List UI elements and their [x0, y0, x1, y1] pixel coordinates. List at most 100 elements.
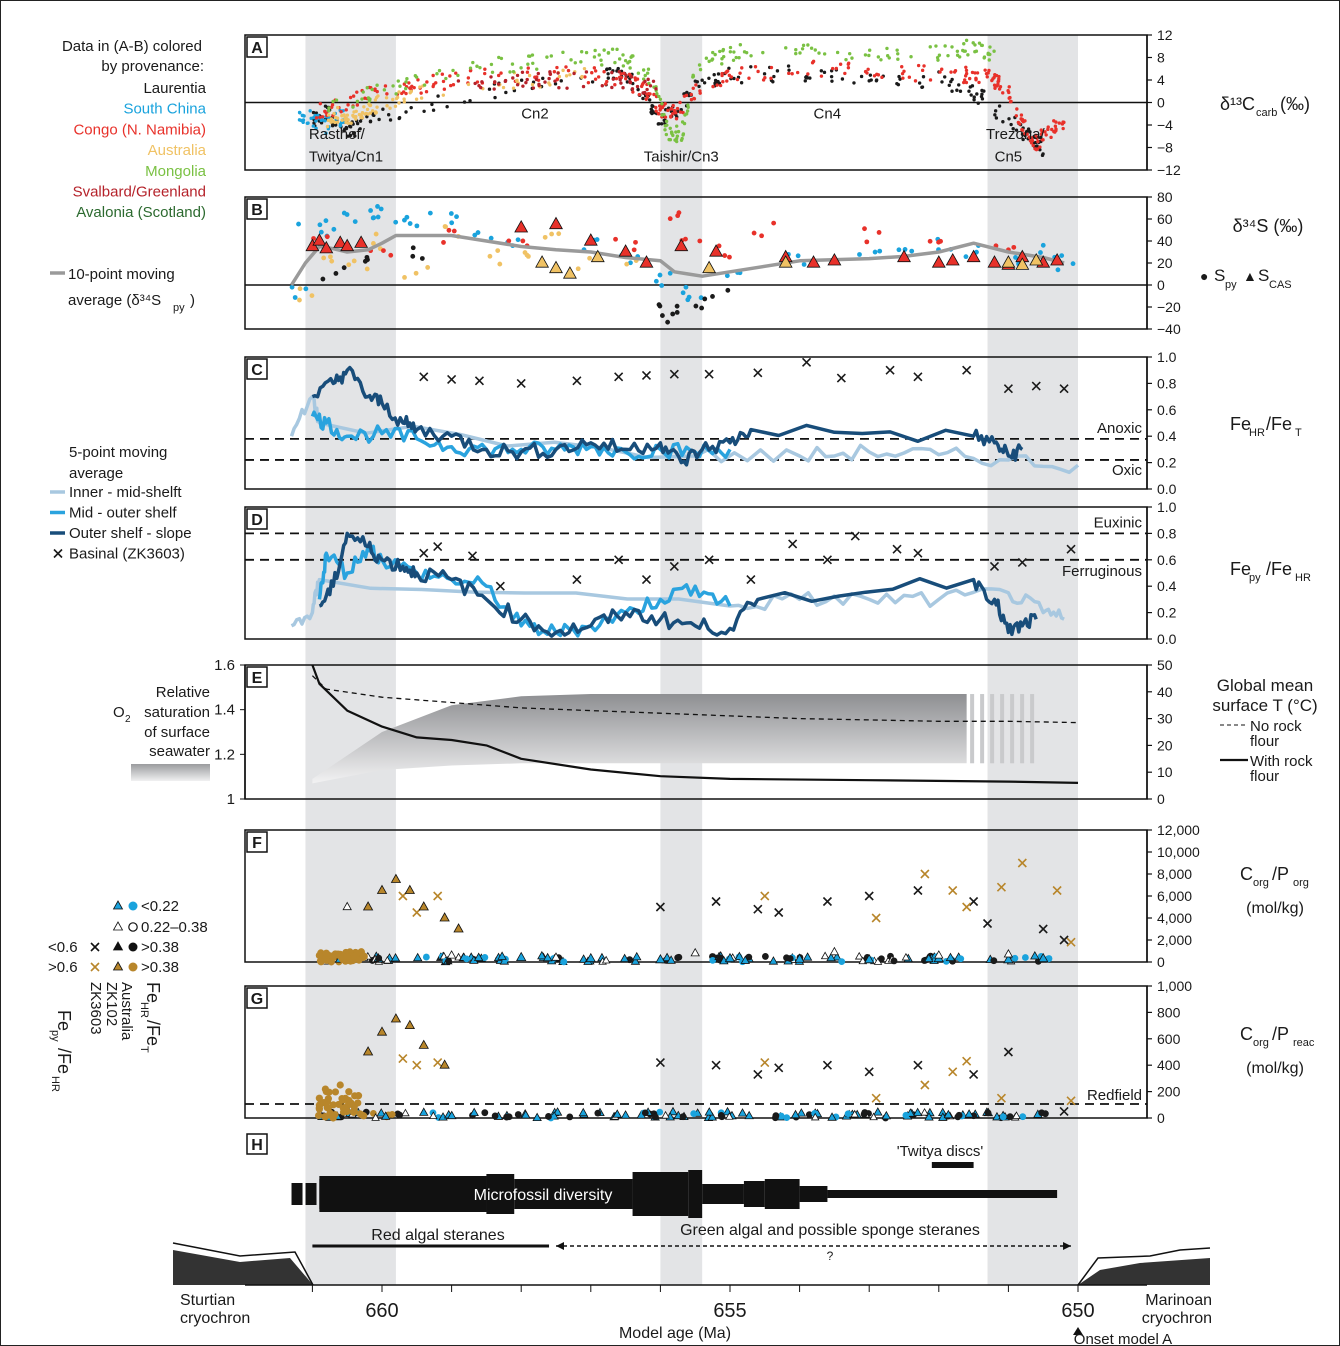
data-point	[564, 74, 569, 78]
group-open-triangle	[690, 947, 700, 957]
data-point	[636, 87, 640, 92]
group-cross	[871, 1093, 881, 1103]
scas-triangle	[931, 255, 946, 268]
cryochron-label: Marinoan	[1145, 1292, 1212, 1309]
provenance-item: South China	[123, 101, 206, 118]
data-point	[1026, 127, 1031, 131]
data-point	[629, 75, 634, 79]
panel-letter: G	[251, 991, 263, 1008]
tick-label: 0.2	[1157, 605, 1177, 621]
group-cross	[969, 1069, 979, 1080]
y-axis-label: δ¹³C	[1220, 94, 1255, 114]
data-point	[1040, 137, 1044, 142]
open-triangle	[1012, 1111, 1021, 1119]
data-point	[334, 98, 339, 102]
data-point	[685, 90, 689, 95]
spy-point	[449, 220, 455, 226]
o2-band-dash	[1030, 694, 1035, 764]
threshold-label: Anoxic	[1097, 420, 1143, 437]
spy-point	[657, 272, 663, 278]
data-point	[501, 85, 506, 90]
x-tick-label: 660	[365, 1300, 398, 1322]
data-point	[674, 117, 679, 121]
spy-point	[413, 270, 419, 276]
data-point	[725, 79, 729, 83]
spy-point	[333, 271, 339, 276]
data-point	[408, 86, 413, 90]
tick-label: 4	[1157, 72, 1165, 88]
data-point	[358, 127, 362, 131]
data-point	[922, 64, 926, 68]
data-point	[425, 80, 429, 84]
data-point	[641, 91, 645, 95]
legend-label-sub: py	[1225, 279, 1237, 291]
data-point	[935, 55, 940, 60]
basinal-cross	[1066, 544, 1076, 554]
data-point	[404, 110, 408, 114]
data-point	[664, 132, 669, 137]
legend-triangle	[112, 961, 124, 971]
data-point	[418, 85, 422, 89]
data-point	[654, 105, 658, 110]
open-triangle	[850, 1109, 859, 1118]
tick-label: 0	[1157, 277, 1165, 293]
data-point	[388, 118, 393, 122]
data-point	[1038, 145, 1042, 149]
data-point	[682, 121, 687, 126]
data-point	[548, 72, 553, 76]
data-point	[830, 79, 834, 83]
data-point	[530, 82, 535, 87]
data-point	[980, 97, 985, 101]
legend-open-triangle	[112, 921, 124, 931]
data-point	[742, 50, 747, 54]
data-point	[633, 76, 637, 80]
australia-circle	[314, 1111, 323, 1120]
data-point	[1019, 113, 1024, 117]
group-circle	[336, 950, 344, 958]
data-point	[348, 95, 353, 100]
data-point	[840, 77, 845, 81]
group-cross	[913, 1060, 923, 1070]
group-open-triangle	[829, 946, 840, 956]
data-point	[466, 76, 471, 80]
spy-point	[1038, 250, 1043, 255]
data-point	[621, 64, 626, 68]
data-point	[895, 48, 899, 52]
group-cross	[913, 885, 923, 896]
data-point	[386, 113, 391, 117]
data-point	[1054, 120, 1058, 124]
scas-triangle	[333, 235, 348, 248]
panel-C: 1.0 0.8 0.6 0.4 0.2 0.0 Anoxic Oxic C	[244, 349, 1177, 497]
moving-average-line	[290, 233, 1065, 286]
low-triangle	[380, 1111, 391, 1120]
data-point	[582, 66, 587, 71]
data-point	[645, 87, 649, 92]
tick-label: 0	[1157, 95, 1165, 111]
data-point	[492, 87, 496, 91]
y-axis-label-sub: org	[1293, 877, 1309, 889]
data-point	[852, 81, 856, 85]
data-point	[728, 50, 733, 54]
data-point	[720, 71, 724, 76]
group-circle	[315, 951, 323, 960]
right-title: surface T (°C)	[1212, 696, 1317, 715]
spy-point	[368, 208, 373, 213]
fg-legend-axis-sub: py	[49, 1030, 61, 1042]
data-point	[651, 79, 656, 83]
data-point	[568, 73, 572, 77]
spy-point	[442, 224, 448, 229]
data-point	[564, 65, 568, 69]
data-point	[1001, 120, 1005, 124]
o2-band-dash	[1020, 694, 1025, 764]
o2-label: O	[113, 704, 125, 721]
group-cross	[774, 1063, 784, 1073]
legend-label-sub: CAS	[1269, 279, 1292, 291]
scas-triangle	[945, 252, 960, 266]
data-point	[444, 76, 448, 81]
group-circle	[329, 1101, 337, 1109]
data-point	[610, 85, 614, 90]
spy-point	[759, 233, 765, 239]
data-point	[493, 80, 497, 84]
o2-label: of surface	[144, 724, 210, 741]
data-point	[896, 57, 900, 61]
